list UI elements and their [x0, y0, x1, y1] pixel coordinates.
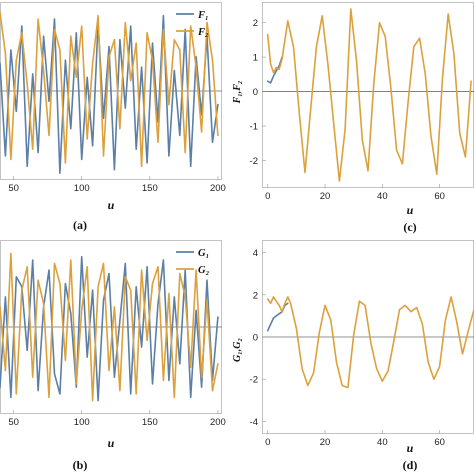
panel-d-ytick-label-3: 2	[253, 290, 258, 301]
panel-b-series-1-line	[0, 255, 219, 402]
panel-a-xtick-label-1: 100	[74, 183, 90, 194]
panel-b-xtick-label-1: 100	[74, 417, 90, 428]
panel-c-xtick-label-3: 60	[434, 191, 445, 202]
panel-d-caption: (d)	[403, 458, 418, 472]
panel-a-series-1-line	[0, 14, 219, 174]
panel-c-caption: (c)	[403, 220, 416, 234]
panel-c-ylabel: F₁,F₂	[232, 81, 243, 105]
panel-c-xlabel: u	[407, 203, 414, 217]
panel-b-legend-label-1: G₁	[198, 248, 209, 259]
panel-d-ytick-label-4: 4	[253, 248, 258, 259]
panel-c-ytick-label-0: -2	[250, 156, 258, 167]
panel-b-xlabel: u	[108, 436, 115, 450]
panel-d-series-2-line	[266, 296, 474, 389]
panel-b-xtick-label-0: 50	[8, 417, 19, 428]
panel-b-caption: (b)	[73, 458, 88, 472]
panel-a-legend-label-1: F₁	[197, 10, 209, 21]
panel-a-caption: (a)	[73, 218, 87, 232]
panel-a-xtick-label-3: 200	[210, 183, 226, 194]
panel-d-series-1-line	[266, 302, 289, 332]
panel-a-series-2-line	[0, 11, 219, 168]
panel-a-xtick-label-0: 50	[8, 183, 19, 194]
panel-c-series-2-line	[266, 8, 472, 182]
panel-d-xtick-label-3: 60	[434, 437, 445, 448]
panel-b-series-2-line	[0, 252, 219, 402]
panel-a-xlabel: u	[108, 198, 115, 212]
panel-d-xtick-label-1: 20	[320, 437, 331, 448]
panel-c-series-1-line	[266, 56, 283, 84]
panel-a-xtick-label-2: 150	[142, 183, 158, 194]
panel-c-ytick-label-3: 1	[253, 53, 258, 64]
panel-b-xtick-label-2: 150	[142, 417, 158, 428]
panel-d-ytick-label-0: -4	[250, 417, 258, 428]
panel-c-xtick-label-2: 40	[377, 191, 388, 202]
panel-a-legend-label-2: F₂	[197, 27, 209, 38]
panel-c-xtick-label-1: 20	[320, 191, 331, 202]
panel-d-ytick-label-1: -2	[250, 375, 258, 386]
panel-d-xtick-label-0: 0	[265, 437, 270, 448]
panel-d-xtick-label-2: 40	[377, 437, 388, 448]
panel-b-xtick-label-3: 200	[210, 417, 226, 428]
panel-c-xtick-label-0: 0	[265, 191, 270, 202]
panel-c-ytick-label-4: 2	[253, 18, 258, 29]
panel-d-xlabel: u	[407, 441, 414, 455]
panel-c-ytick-label-1: -1	[250, 122, 258, 133]
panel-d-ylabel: G₁,G₂	[232, 338, 243, 362]
panel-d-ytick-label-2: 0	[253, 333, 258, 344]
panel-c-ytick-label-2: 0	[253, 87, 258, 98]
panel-b-legend-label-2: G₂	[198, 265, 210, 276]
